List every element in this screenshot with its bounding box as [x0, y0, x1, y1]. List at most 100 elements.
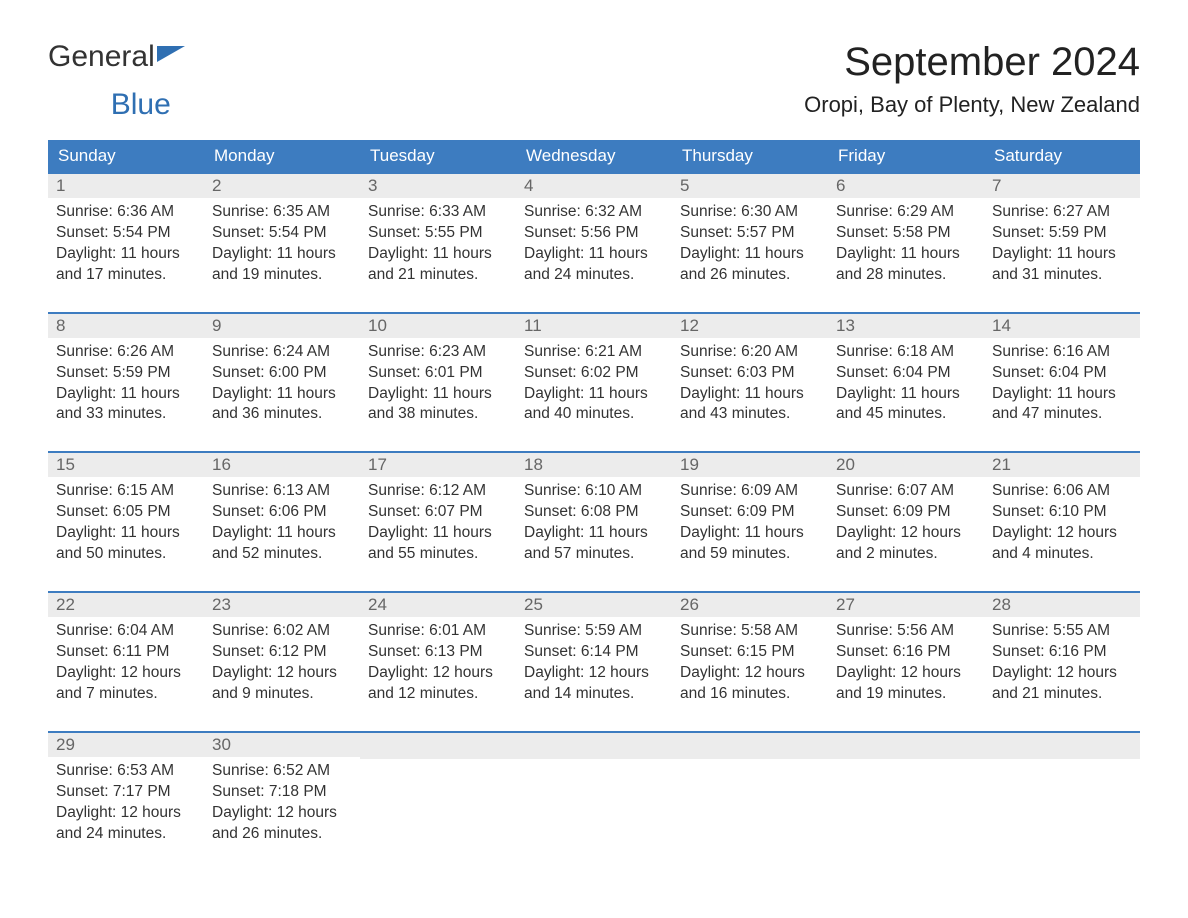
day-number: 13 [828, 314, 984, 338]
sunrise-line: Sunrise: 6:13 AM [212, 481, 352, 502]
daylight-line: Daylight: 11 hours and 19 minutes. [212, 244, 352, 286]
title-block: September 2024 Oropi, Bay of Plenty, New… [804, 40, 1140, 118]
daylight-line: Daylight: 12 hours and 12 minutes. [368, 663, 508, 705]
day-number: 28 [984, 593, 1140, 617]
calendar-day: 1Sunrise: 6:36 AMSunset: 5:54 PMDaylight… [48, 173, 204, 313]
logo-text-2: Blue [111, 88, 171, 121]
sunset-line: Sunset: 5:54 PM [212, 223, 352, 244]
weekday-header: Sunday [48, 140, 204, 173]
sunrise-line: Sunrise: 6:04 AM [56, 621, 196, 642]
sunrise-line: Sunrise: 6:15 AM [56, 481, 196, 502]
daylight-line: Daylight: 12 hours and 14 minutes. [524, 663, 664, 705]
calendar-day: 2Sunrise: 6:35 AMSunset: 5:54 PMDaylight… [204, 173, 360, 313]
day-number: 4 [516, 174, 672, 198]
day-details: Sunrise: 6:33 AMSunset: 5:55 PMDaylight:… [360, 198, 516, 286]
sunset-line: Sunset: 6:15 PM [680, 642, 820, 663]
day-details: Sunrise: 6:09 AMSunset: 6:09 PMDaylight:… [672, 477, 828, 565]
calendar-day-empty [516, 732, 672, 871]
day-number [828, 733, 984, 759]
sunrise-line: Sunrise: 6:30 AM [680, 202, 820, 223]
sunset-line: Sunset: 7:17 PM [56, 782, 196, 803]
sunset-line: Sunset: 6:16 PM [836, 642, 976, 663]
calendar-day: 23Sunrise: 6:02 AMSunset: 6:12 PMDayligh… [204, 592, 360, 732]
sunset-line: Sunset: 6:04 PM [836, 363, 976, 384]
day-number [672, 733, 828, 759]
day-number [360, 733, 516, 759]
sunset-line: Sunset: 5:59 PM [56, 363, 196, 384]
daylight-line: Daylight: 11 hours and 26 minutes. [680, 244, 820, 286]
sunrise-line: Sunrise: 6:52 AM [212, 761, 352, 782]
calendar-day: 7Sunrise: 6:27 AMSunset: 5:59 PMDaylight… [984, 173, 1140, 313]
day-details: Sunrise: 6:21 AMSunset: 6:02 PMDaylight:… [516, 338, 672, 426]
calendar-day-empty [360, 732, 516, 871]
weekday-header: Thursday [672, 140, 828, 173]
daylight-line: Daylight: 12 hours and 21 minutes. [992, 663, 1132, 705]
day-details: Sunrise: 6:35 AMSunset: 5:54 PMDaylight:… [204, 198, 360, 286]
day-details: Sunrise: 6:12 AMSunset: 6:07 PMDaylight:… [360, 477, 516, 565]
calendar-day-empty [828, 732, 984, 871]
calendar-day: 22Sunrise: 6:04 AMSunset: 6:11 PMDayligh… [48, 592, 204, 732]
daylight-line: Daylight: 11 hours and 38 minutes. [368, 384, 508, 426]
day-number [984, 733, 1140, 759]
sunrise-line: Sunrise: 6:23 AM [368, 342, 508, 363]
calendar-day: 29Sunrise: 6:53 AMSunset: 7:17 PMDayligh… [48, 732, 204, 871]
day-details: Sunrise: 6:13 AMSunset: 6:06 PMDaylight:… [204, 477, 360, 565]
daylight-line: Daylight: 11 hours and 33 minutes. [56, 384, 196, 426]
daylight-line: Daylight: 11 hours and 55 minutes. [368, 523, 508, 565]
day-number: 10 [360, 314, 516, 338]
day-number: 7 [984, 174, 1140, 198]
daylight-line: Daylight: 11 hours and 36 minutes. [212, 384, 352, 426]
sunrise-line: Sunrise: 6:33 AM [368, 202, 508, 223]
calendar-day: 24Sunrise: 6:01 AMSunset: 6:13 PMDayligh… [360, 592, 516, 732]
day-details: Sunrise: 6:29 AMSunset: 5:58 PMDaylight:… [828, 198, 984, 286]
day-details: Sunrise: 6:27 AMSunset: 5:59 PMDaylight:… [984, 198, 1140, 286]
daylight-line: Daylight: 12 hours and 4 minutes. [992, 523, 1132, 565]
sunset-line: Sunset: 6:05 PM [56, 502, 196, 523]
sunrise-line: Sunrise: 6:20 AM [680, 342, 820, 363]
sunrise-line: Sunrise: 6:01 AM [368, 621, 508, 642]
calendar-day: 19Sunrise: 6:09 AMSunset: 6:09 PMDayligh… [672, 452, 828, 592]
location: Oropi, Bay of Plenty, New Zealand [804, 92, 1140, 118]
day-details: Sunrise: 6:16 AMSunset: 6:04 PMDaylight:… [984, 338, 1140, 426]
daylight-line: Daylight: 12 hours and 19 minutes. [836, 663, 976, 705]
flag-icon [157, 40, 185, 74]
day-details: Sunrise: 6:36 AMSunset: 5:54 PMDaylight:… [48, 198, 204, 286]
day-details: Sunrise: 5:56 AMSunset: 6:16 PMDaylight:… [828, 617, 984, 705]
calendar-week-row: 8Sunrise: 6:26 AMSunset: 5:59 PMDaylight… [48, 313, 1140, 453]
sunrise-line: Sunrise: 6:10 AM [524, 481, 664, 502]
day-number: 1 [48, 174, 204, 198]
sunrise-line: Sunrise: 6:53 AM [56, 761, 196, 782]
calendar-week-row: 22Sunrise: 6:04 AMSunset: 6:11 PMDayligh… [48, 592, 1140, 732]
daylight-line: Daylight: 11 hours and 50 minutes. [56, 523, 196, 565]
calendar-day: 27Sunrise: 5:56 AMSunset: 6:16 PMDayligh… [828, 592, 984, 732]
day-number: 3 [360, 174, 516, 198]
sunrise-line: Sunrise: 6:06 AM [992, 481, 1132, 502]
sunset-line: Sunset: 6:09 PM [836, 502, 976, 523]
day-details: Sunrise: 5:58 AMSunset: 6:15 PMDaylight:… [672, 617, 828, 705]
calendar-day: 6Sunrise: 6:29 AMSunset: 5:58 PMDaylight… [828, 173, 984, 313]
sunset-line: Sunset: 6:06 PM [212, 502, 352, 523]
day-details: Sunrise: 6:20 AMSunset: 6:03 PMDaylight:… [672, 338, 828, 426]
sunset-line: Sunset: 6:16 PM [992, 642, 1132, 663]
day-number: 12 [672, 314, 828, 338]
day-details: Sunrise: 6:07 AMSunset: 6:09 PMDaylight:… [828, 477, 984, 565]
sunrise-line: Sunrise: 6:36 AM [56, 202, 196, 223]
daylight-line: Daylight: 12 hours and 9 minutes. [212, 663, 352, 705]
logo: General [48, 40, 185, 74]
day-details: Sunrise: 6:32 AMSunset: 5:56 PMDaylight:… [516, 198, 672, 286]
calendar-day: 26Sunrise: 5:58 AMSunset: 6:15 PMDayligh… [672, 592, 828, 732]
daylight-line: Daylight: 11 hours and 47 minutes. [992, 384, 1132, 426]
daylight-line: Daylight: 11 hours and 57 minutes. [524, 523, 664, 565]
sunset-line: Sunset: 6:08 PM [524, 502, 664, 523]
weekday-header: Monday [204, 140, 360, 173]
sunset-line: Sunset: 5:55 PM [368, 223, 508, 244]
calendar-day: 13Sunrise: 6:18 AMSunset: 6:04 PMDayligh… [828, 313, 984, 453]
day-number: 27 [828, 593, 984, 617]
day-number: 8 [48, 314, 204, 338]
calendar-day: 18Sunrise: 6:10 AMSunset: 6:08 PMDayligh… [516, 452, 672, 592]
sunset-line: Sunset: 7:18 PM [212, 782, 352, 803]
day-number: 6 [828, 174, 984, 198]
day-number: 29 [48, 733, 204, 757]
sunset-line: Sunset: 5:56 PM [524, 223, 664, 244]
day-details: Sunrise: 6:10 AMSunset: 6:08 PMDaylight:… [516, 477, 672, 565]
